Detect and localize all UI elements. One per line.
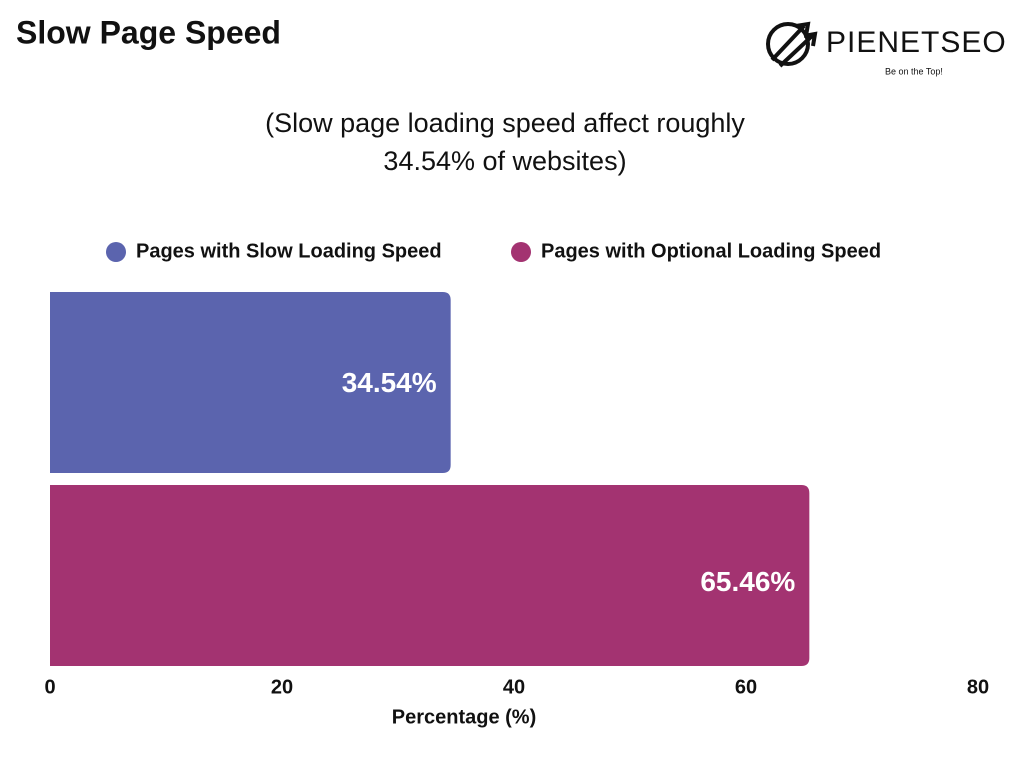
x-tick-label: 0 — [44, 676, 55, 698]
bar — [50, 485, 810, 666]
legend-label: Pages with Slow Loading Speed — [136, 240, 442, 262]
x-axis-label: Percentage (%) — [392, 706, 537, 728]
x-tick-label: 80 — [967, 676, 989, 698]
chart-subtitle: (Slow page loading speed affect roughly … — [265, 108, 745, 176]
logo-name: PIENETSEO — [826, 26, 1007, 59]
value-label: 65.46% — [700, 566, 795, 597]
legend-swatch — [106, 242, 126, 262]
x-tick-label: 40 — [503, 676, 525, 698]
legend-swatch — [511, 242, 531, 262]
logo-icon — [766, 21, 818, 68]
value-label: 34.54% — [342, 367, 437, 398]
logo-tagline: Be on the Top! — [885, 66, 943, 76]
x-tick-label: 60 — [735, 676, 757, 698]
x-tick-label: 20 — [271, 676, 293, 698]
legend-label: Pages with Optional Loading Speed — [541, 240, 881, 262]
bar — [50, 292, 451, 473]
chart-title: Slow Page Speed — [16, 14, 281, 50]
